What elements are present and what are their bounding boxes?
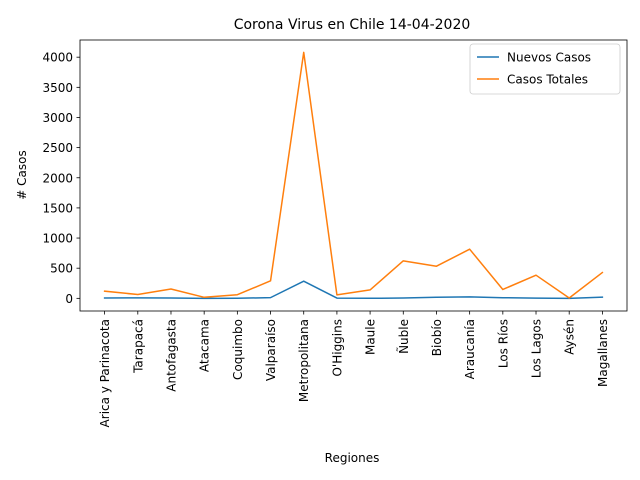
x-tick-label: Ñuble xyxy=(396,319,411,354)
x-tick-label: Magallanes xyxy=(596,319,610,387)
legend-label-1: Casos Totales xyxy=(507,73,588,87)
x-tick-label: Tarapacá xyxy=(131,319,145,374)
axes: 0 500 1000 1500 2000 2500 3000 3500 4000 Arica y … xyxy=(42,39,628,427)
y-axis-title: # Casos xyxy=(15,150,29,199)
plot-area xyxy=(103,51,604,300)
legend: Nuevos Casos Casos Totales xyxy=(469,43,621,95)
x-tick-label: Metropolitana xyxy=(297,319,311,402)
x-tick-label: Antofagasta xyxy=(164,319,178,392)
x-tick-label: O'Higgins xyxy=(330,319,344,377)
series-line-0 xyxy=(103,280,604,300)
y-tick-label: 500 xyxy=(50,262,73,276)
x-tick-label: Maule xyxy=(364,319,378,355)
legend-box xyxy=(469,43,621,95)
y-tick-label: 2000 xyxy=(42,171,73,185)
series-line-1 xyxy=(103,51,604,299)
x-tick-label: Arica y Parinacota xyxy=(98,319,112,427)
legend-label-0: Nuevos Casos xyxy=(507,51,591,65)
y-tick-label: 2500 xyxy=(42,141,73,155)
x-tick-label: Atacama xyxy=(198,319,212,372)
y-tick-label: 0 xyxy=(65,292,73,306)
x-tick-label: Los Lagos xyxy=(530,319,544,378)
y-tick-label: 3000 xyxy=(42,111,73,125)
x-tick-label: Araucanía xyxy=(463,319,477,379)
x-tick-label: Los Ríos xyxy=(496,319,510,368)
chart-title: Corona Virus en Chile 14-04-2020 xyxy=(234,17,471,33)
x-tick-label: Coquimbo xyxy=(231,319,245,380)
y-tick-label: 1500 xyxy=(42,201,73,215)
x-axis-title: Regiones xyxy=(325,451,380,465)
y-tick-label: 1000 xyxy=(42,232,73,246)
y-tick-label: 3500 xyxy=(42,81,73,95)
x-tick-label: Biobío xyxy=(430,319,444,356)
y-tick-label: 4000 xyxy=(42,51,73,65)
x-tick-label: Aysén xyxy=(563,319,577,355)
x-tick-label: Valparaíso xyxy=(264,319,278,381)
plot-frame xyxy=(79,39,628,312)
